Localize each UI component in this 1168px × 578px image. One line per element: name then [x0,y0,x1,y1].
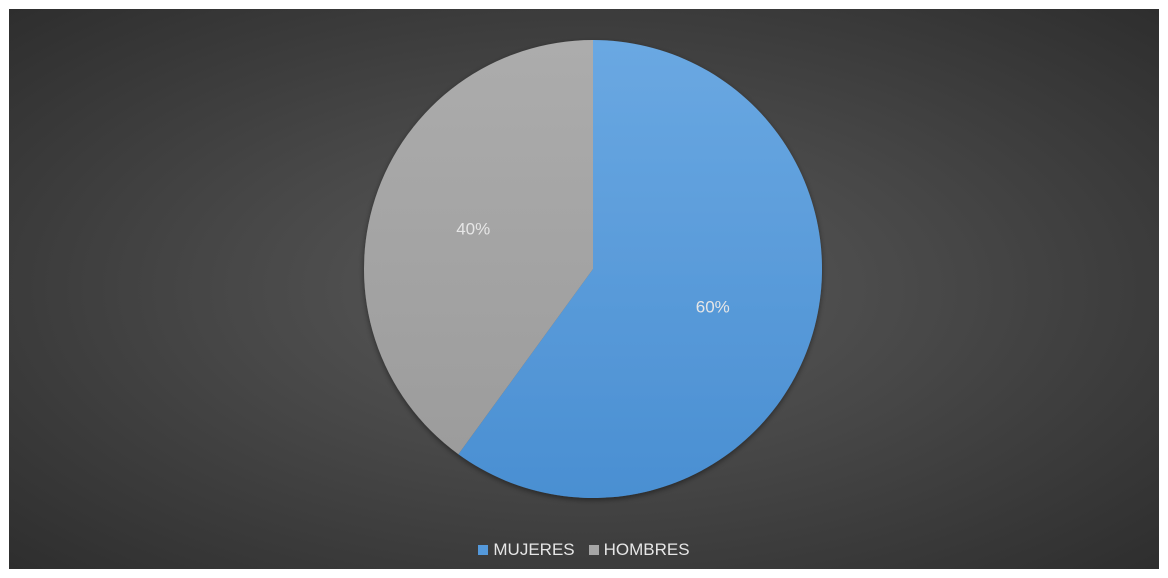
legend-swatch-mujeres [478,545,489,555]
legend-label-mujeres: MUJERES [493,540,575,559]
chart-area: 60% 40% MUJERES HOMBRES [9,9,1159,569]
legend-item-mujeres: MUJERES [478,540,575,560]
legend-label-hombres: HOMBRES [603,540,690,559]
legend-swatch-hombres [588,545,599,555]
pie-slice-hombres [364,40,593,455]
legend: MUJERES HOMBRES [9,538,1159,562]
data-label-mujeres: 60% [696,297,730,316]
legend-item-hombres: HOMBRES [588,540,690,560]
pie-slice-mujeres [458,40,822,499]
data-label-hombres: 40% [456,220,490,239]
pie-chart: 60% 40% [364,40,822,499]
